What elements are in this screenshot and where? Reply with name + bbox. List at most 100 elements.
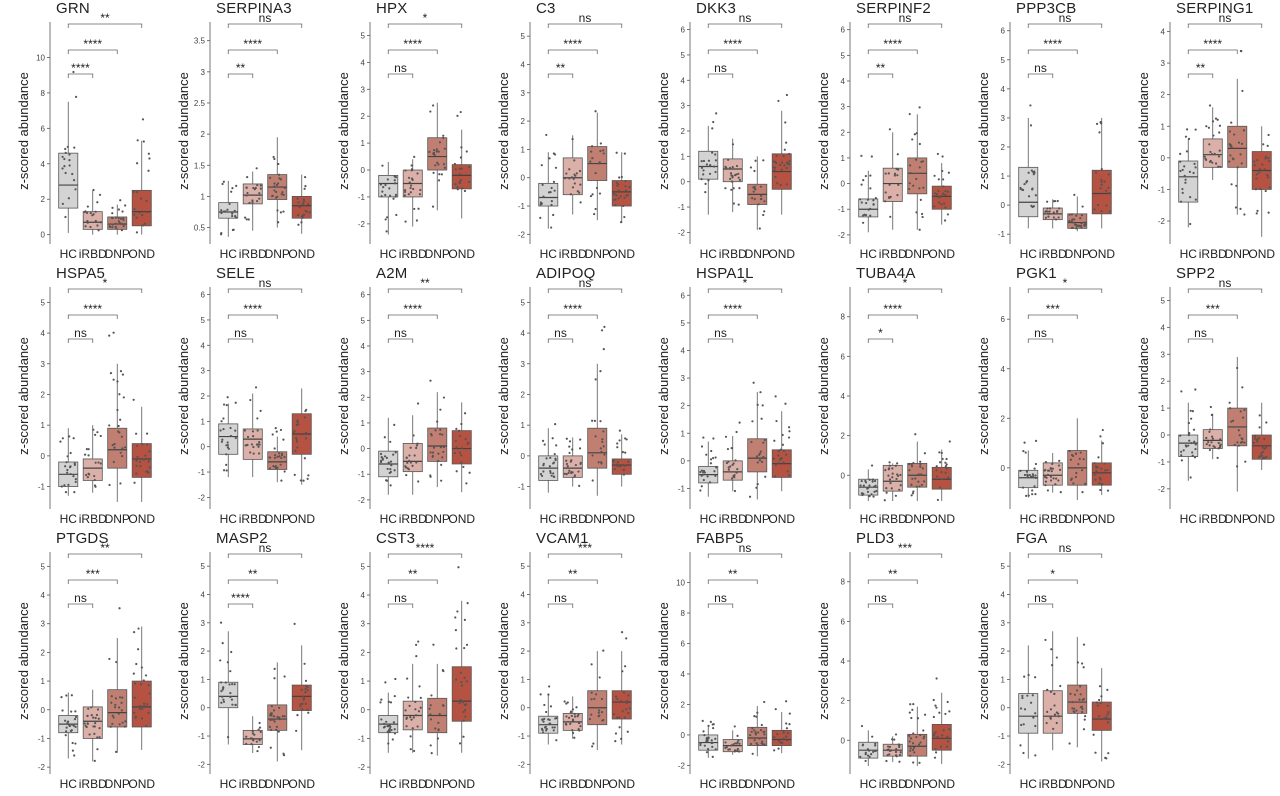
data-point [725, 461, 728, 465]
data-point [755, 742, 758, 745]
data-point [864, 752, 867, 756]
data-point [276, 455, 279, 459]
y-tick-label: 1 [521, 421, 526, 430]
y-axis-label: z-scored abundance [16, 602, 31, 720]
data-point [1189, 195, 1192, 199]
data-point [1209, 405, 1212, 409]
data-point [1047, 469, 1050, 472]
data-point [117, 430, 120, 433]
data-point [1031, 694, 1034, 697]
data-point [278, 452, 281, 455]
data-point [255, 443, 259, 446]
data-point [1188, 432, 1191, 435]
data-point [895, 167, 898, 170]
data-point [539, 693, 542, 696]
data-point [624, 665, 627, 668]
data-point [456, 114, 459, 117]
data-point [97, 229, 100, 232]
data-point [74, 725, 77, 728]
data-point [442, 396, 446, 399]
data-point [917, 473, 920, 476]
x-category-label: iRBD [1039, 512, 1067, 526]
data-point [868, 495, 871, 498]
box-dnp [107, 607, 128, 753]
data-point [222, 469, 226, 472]
significance-bracket: ** [227, 61, 254, 78]
data-point [222, 700, 226, 703]
data-point [773, 439, 776, 442]
data-point [1211, 437, 1214, 440]
box-irbd [1042, 631, 1063, 751]
data-point [1078, 457, 1081, 460]
data-point [1106, 704, 1109, 707]
box-hc [538, 423, 559, 493]
x-category-label: iRBD [559, 512, 587, 526]
data-point [1261, 163, 1264, 166]
data-point [61, 437, 64, 440]
panel-fga: FGA -2 -1 0 1 2 3 4 5 z-scored abundance HC iRBD DNP… [960, 530, 1120, 795]
data-point [1180, 450, 1183, 453]
data-point [86, 221, 89, 224]
data-point [899, 473, 902, 477]
box-irbd [722, 138, 743, 213]
data-point [888, 183, 891, 186]
data-point [922, 737, 925, 740]
data-point [141, 707, 144, 711]
significance-bracket: **** [67, 37, 118, 54]
data-point [296, 446, 299, 449]
data-point [1082, 698, 1086, 701]
data-point [1181, 187, 1184, 191]
data-point [278, 455, 281, 458]
data-point [251, 201, 254, 204]
data-point [732, 202, 735, 205]
data-point [625, 637, 628, 640]
data-point [84, 724, 87, 727]
data-point [618, 439, 621, 442]
data-point [1081, 662, 1084, 665]
data-point [1019, 186, 1022, 190]
data-point [590, 713, 593, 716]
y-axis-label: z-scored abundance [816, 72, 831, 190]
data-point [121, 447, 124, 450]
bracket-line [1027, 579, 1078, 584]
data-point [1228, 401, 1231, 404]
box-iqr [538, 182, 559, 207]
data-point [756, 461, 759, 464]
data-point [921, 467, 924, 470]
data-point [92, 188, 95, 192]
data-point [117, 217, 120, 220]
data-point [786, 470, 789, 473]
significance-label: *** [578, 541, 592, 555]
significance-label: ns [739, 541, 752, 555]
data-point [384, 218, 387, 221]
data-point [866, 490, 870, 493]
panel-title: VCAM1 [536, 530, 589, 547]
data-point [571, 708, 575, 711]
data-point [390, 464, 393, 467]
data-point [415, 655, 418, 658]
box-iqr [931, 185, 952, 210]
data-point [1049, 717, 1052, 720]
data-point [429, 704, 432, 707]
box-iqr [82, 706, 103, 739]
data-point [1044, 638, 1047, 642]
data-point [573, 474, 577, 477]
data-point [458, 742, 462, 745]
x-category-label: OND [928, 512, 955, 526]
data-point [763, 210, 766, 213]
y-tick-label: 8 [841, 578, 846, 587]
data-point [119, 217, 123, 220]
data-point [871, 478, 874, 481]
box-dnp [107, 199, 128, 235]
data-point [462, 719, 465, 722]
data-point [144, 454, 147, 457]
data-point [625, 438, 628, 441]
data-point [143, 222, 147, 225]
data-point [259, 409, 262, 413]
data-point [1193, 440, 1196, 443]
box-hc [378, 161, 399, 235]
data-point [72, 437, 75, 440]
bracket-line [227, 49, 278, 54]
